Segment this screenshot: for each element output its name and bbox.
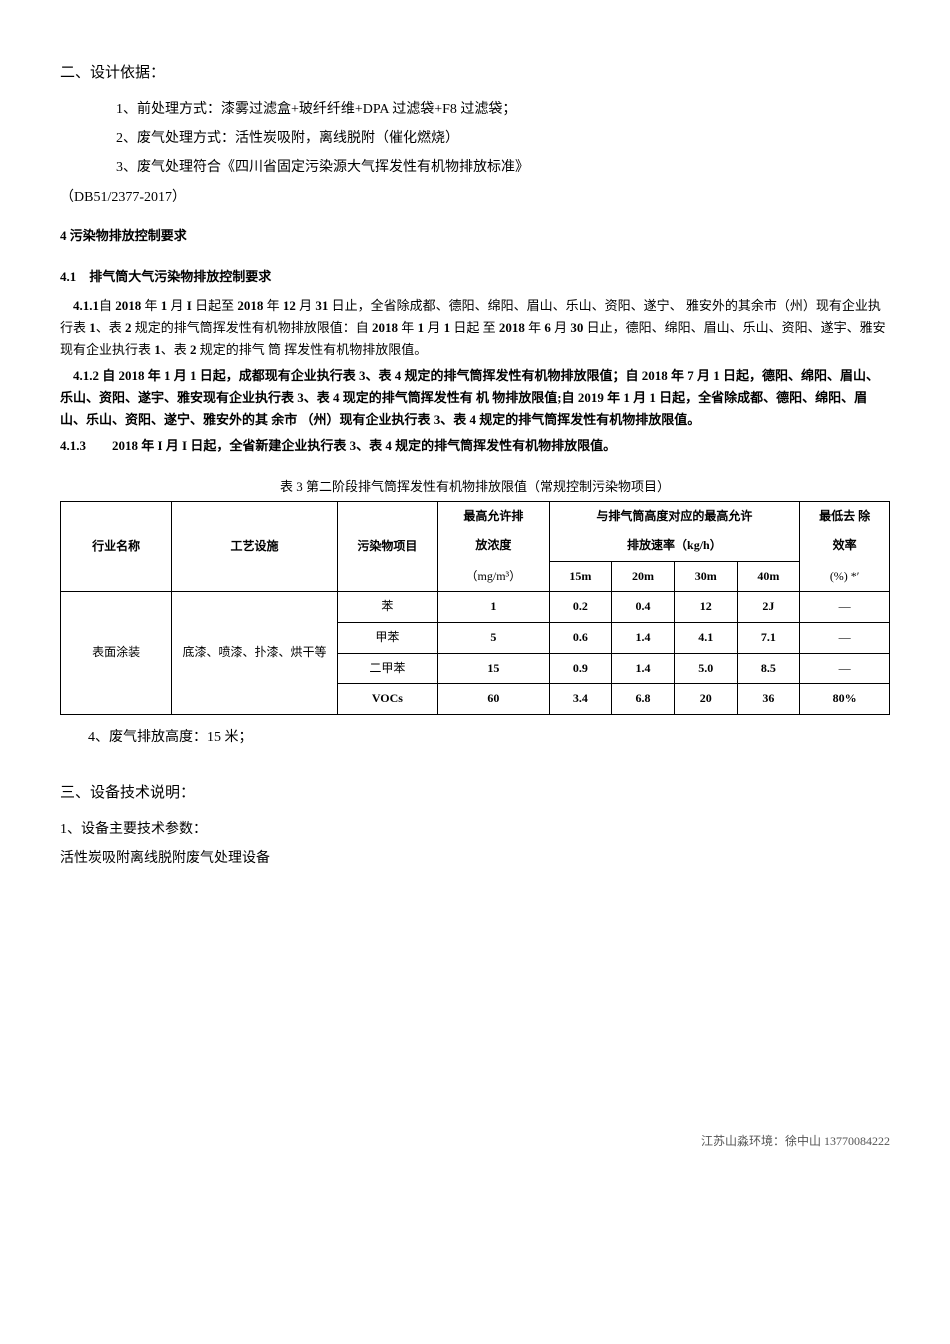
col-process: 工艺设施 bbox=[172, 501, 337, 592]
cell-20-1: 1.4 bbox=[612, 622, 675, 653]
p411-txt-h: 、表 bbox=[96, 320, 125, 335]
cell-30-1: 4.1 bbox=[674, 622, 737, 653]
section-2-item-1: 1、前处理方式：漆雾过滤盒+玻纤纤维+DPA 过滤袋+F8 过滤袋； bbox=[60, 97, 890, 122]
p411-txt-f: 月 bbox=[296, 298, 316, 313]
table-row: 表面涂装 底漆、喷漆、扑漆、烘干等 苯 1 0.2 0.4 12 2J — bbox=[61, 592, 890, 623]
cell-eff-1: — bbox=[800, 622, 890, 653]
p411-bold-m: 2018 bbox=[499, 320, 525, 335]
section-3-line-2: 活性炭吸附离线脱附废气处理设备 bbox=[60, 846, 890, 871]
col-unit: （mg/m³） bbox=[438, 561, 549, 592]
col-eff-2: 效率 bbox=[800, 531, 890, 561]
cell-pollutant-0: 苯 bbox=[337, 592, 438, 623]
p411-bold-g: 31 bbox=[315, 298, 328, 313]
cell-40-0: 2J bbox=[737, 592, 800, 623]
cell-30-3: 20 bbox=[674, 684, 737, 715]
subsection-4-heading: 4 污染物排放控制要求 bbox=[60, 224, 890, 247]
section-2-item-3: 3、废气处理符合《四川省固定污染源大气挥发性有机物排放标准》 bbox=[60, 155, 890, 180]
cell-20-0: 0.4 bbox=[612, 592, 675, 623]
p411-txt-i: 规定的排气筒挥发性有机物排放限值：自 bbox=[132, 320, 373, 335]
cell-conc-0: 1 bbox=[438, 592, 549, 623]
cell-industry: 表面涂装 bbox=[61, 592, 172, 714]
standard-code: （DB51/2377-2017） bbox=[60, 185, 890, 210]
cell-20-3: 6.8 bbox=[612, 684, 675, 715]
cell-30-0: 12 bbox=[674, 592, 737, 623]
cell-20-2: 1.4 bbox=[612, 653, 675, 684]
p411-txt-k: 月 bbox=[424, 320, 444, 335]
emissions-table: 行业名称 工艺设施 污染物项目 最高允许排 与排气筒高度对应的最高允许 最低去 … bbox=[60, 501, 890, 715]
cell-40-1: 7.1 bbox=[737, 622, 800, 653]
col-40m: 40m bbox=[737, 561, 800, 592]
cell-process: 底漆、喷漆、扑漆、烘干等 bbox=[172, 592, 337, 714]
p411-txt-j: 年 bbox=[398, 320, 418, 335]
section-2-item-2: 2、废气处理方式：活性炭吸附，离线脱附（催化燃烧） bbox=[60, 126, 890, 151]
cell-conc-3: 60 bbox=[438, 684, 549, 715]
p411-txt-b: 年 bbox=[141, 298, 161, 313]
section-3-heading: 三、设备技术说明： bbox=[60, 780, 890, 807]
paragraph-4-1-3: 4.1.3 2018 年 I 月 I 日起，全省新建企业执行表 3、表 4 规定… bbox=[60, 435, 890, 457]
section-3-line-1: 1、设备主要技术参数： bbox=[60, 817, 890, 842]
p411-bold-f: 12 bbox=[283, 298, 296, 313]
col-industry: 行业名称 bbox=[61, 501, 172, 592]
cell-pollutant-3: VOCs bbox=[337, 684, 438, 715]
cell-eff-3: 80% bbox=[800, 684, 890, 715]
cell-15-2: 0.9 bbox=[549, 653, 612, 684]
col-15m: 15m bbox=[549, 561, 612, 592]
cell-conc-1: 5 bbox=[438, 622, 549, 653]
paragraph-4-1-2: 4.1.2 自 2018 年 1 月 1 日起，成都现有企业执行表 3、表 4 … bbox=[60, 365, 890, 431]
cell-15-3: 3.4 bbox=[549, 684, 612, 715]
col-eff-1: 最低去 除 bbox=[800, 501, 890, 531]
col-maxemit-1: 最高允许排 bbox=[438, 501, 549, 531]
col-height-group: 与排气筒高度对应的最高允许 bbox=[549, 501, 800, 531]
p411-txt-e: 年 bbox=[263, 298, 283, 313]
col-20m: 20m bbox=[612, 561, 675, 592]
p411-txt-n: 月 bbox=[551, 320, 571, 335]
cell-eff-0: — bbox=[800, 592, 890, 623]
page-footer: 江苏山淼环境：徐中山 13770084222 bbox=[60, 1131, 890, 1153]
col-eff-unit: (%) *′ bbox=[800, 561, 890, 592]
cell-pollutant-1: 甲苯 bbox=[337, 622, 438, 653]
p411-bold-b: 2018 bbox=[115, 298, 141, 313]
cell-15-1: 0.6 bbox=[549, 622, 612, 653]
paragraph-4-1-1: 4.1.1自 2018 年 1 月 I 日起至 2018 年 12 月 31 日… bbox=[60, 295, 890, 361]
p411-bold-a: 4.1.1 bbox=[73, 298, 99, 313]
p411-txt-c: 月 bbox=[167, 298, 187, 313]
p411-txt-m: 年 bbox=[525, 320, 545, 335]
table-3-caption: 表 3 第二阶段排气筒挥发性有机物排放限值（常规控制污染物项目） bbox=[60, 475, 890, 498]
p411-bold-e: 2018 bbox=[237, 298, 263, 313]
cell-40-3: 36 bbox=[737, 684, 800, 715]
cell-40-2: 8.5 bbox=[737, 653, 800, 684]
p411-txt-l: 日起 至 bbox=[450, 320, 499, 335]
section-2-heading: 二、设计依据： bbox=[60, 60, 890, 87]
p411-txt-a: 自 bbox=[99, 298, 115, 313]
p411-txt-d: 日起至 bbox=[192, 298, 238, 313]
col-maxemit-2: 放浓度 bbox=[438, 531, 549, 561]
col-height-sub: 排放速率（kg/h） bbox=[549, 531, 800, 561]
p411-txt-q: 规定的排气 筒 挥发性有机物排放限值。 bbox=[197, 342, 428, 357]
p411-bold-o: 30 bbox=[570, 320, 583, 335]
table-header-row-1: 行业名称 工艺设施 污染物项目 最高允许排 与排气筒高度对应的最高允许 最低去 … bbox=[61, 501, 890, 531]
col-30m: 30m bbox=[674, 561, 737, 592]
subsection-4-1: 4.1 排气筒大气污染物排放控制要求 bbox=[60, 265, 890, 288]
cell-30-2: 5.0 bbox=[674, 653, 737, 684]
cell-conc-2: 15 bbox=[438, 653, 549, 684]
cell-eff-2: — bbox=[800, 653, 890, 684]
cell-pollutant-2: 二甲苯 bbox=[337, 653, 438, 684]
col-pollutant: 污染物项目 bbox=[337, 501, 438, 592]
p411-txt-p: 、表 bbox=[161, 342, 190, 357]
after-table-note: 4、废气排放高度：15 米； bbox=[60, 725, 890, 750]
cell-15-0: 0.2 bbox=[549, 592, 612, 623]
p411-bold-j: 2018 bbox=[372, 320, 398, 335]
